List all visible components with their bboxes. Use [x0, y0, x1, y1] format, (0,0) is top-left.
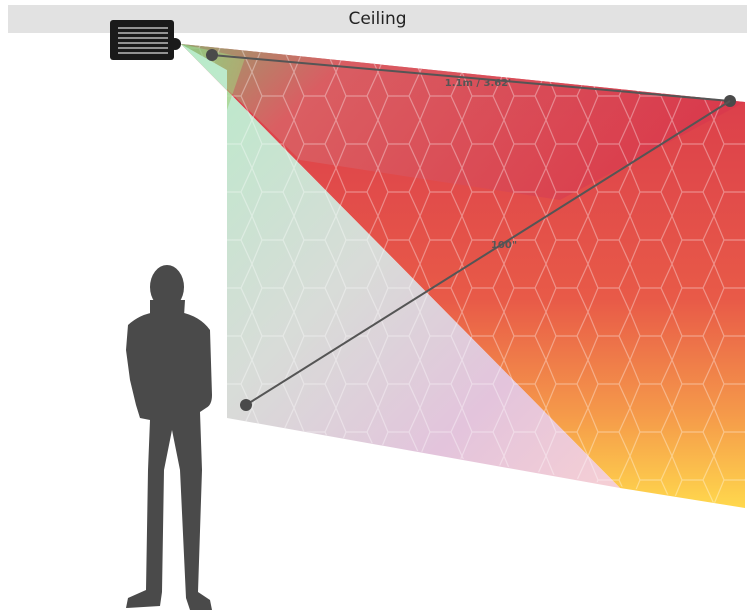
throw-distance-label: 1.1m / 3.62'	[445, 78, 511, 89]
projector-icon	[110, 20, 181, 60]
person-silhouette	[126, 265, 212, 610]
throw-start-dot	[206, 49, 218, 61]
ceiling-label: Ceiling	[348, 9, 407, 29]
screen-hex-overlay	[181, 44, 745, 508]
diagonal-start-dot	[240, 399, 252, 411]
diagonal-dimension: 100"	[240, 100, 731, 411]
diagonal-label: 100"	[491, 240, 517, 251]
projector-beam	[181, 44, 245, 110]
projection-screen	[181, 44, 745, 508]
